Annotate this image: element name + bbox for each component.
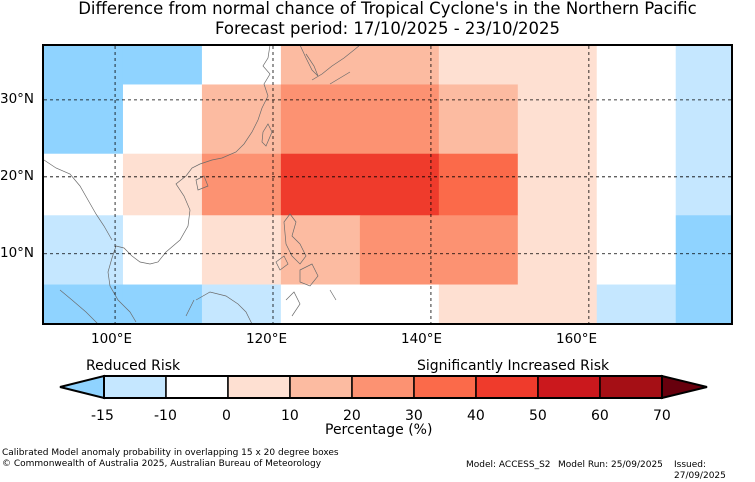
risk-cell (517, 215, 598, 286)
risk-cell (596, 46, 677, 85)
colorbar-frame (103, 375, 663, 399)
risk-cell (675, 84, 732, 155)
risk-cell (122, 153, 203, 216)
coastlines (43, 44, 361, 325)
cb-tick-30: 30 (405, 408, 423, 424)
risk-cell (596, 284, 677, 324)
colorbar-axis-label: Percentage (%) (325, 422, 433, 438)
footer-issued: Issued: 27/09/2025 (674, 460, 726, 481)
lat-tick-10: 10°N (0, 245, 35, 261)
risk-cell (675, 284, 732, 324)
risk-cell (44, 284, 124, 324)
colorbar-segment (351, 375, 415, 399)
footer-description: Calibrated Model anomaly probability in … (2, 448, 339, 458)
risk-cell (122, 46, 203, 85)
colorbar-over-arrow (661, 374, 708, 400)
map-frame (42, 44, 733, 325)
risk-cell (359, 215, 519, 286)
colorbar-segment (103, 375, 167, 399)
risk-cell (44, 84, 124, 155)
risk-cell (675, 153, 732, 216)
footer-copyright: © Commonwealth of Australia 2025, Austra… (2, 459, 322, 469)
cb-tick-neg10: -10 (154, 408, 177, 424)
risk-cell (201, 84, 282, 155)
lat-tick-20: 20°N (0, 168, 35, 184)
risk-cell (675, 215, 732, 286)
lon-tick-120: 120°E (246, 331, 288, 347)
risk-cell (280, 84, 440, 155)
colorbar-under-arrow (59, 374, 105, 400)
cb-tick-10: 10 (281, 408, 299, 424)
risk-cell (280, 46, 440, 85)
risk-cell (675, 46, 732, 85)
risk-cell (280, 284, 440, 324)
lon-tick-140: 140°E (401, 331, 443, 347)
risk-cell (122, 215, 203, 286)
risk-cell (201, 46, 282, 85)
colorbar-segment (599, 375, 663, 399)
cb-tick-50: 50 (529, 408, 547, 424)
footer-model-run: Model Run: 25/09/2025 (558, 460, 663, 470)
risk-cell (596, 215, 677, 286)
colorbar-segment (475, 375, 539, 399)
cb-tick-20: 20 (343, 408, 361, 424)
increased-risk-label: Significantly Increased Risk (417, 358, 610, 374)
forecast-period: Forecast period: 17/10/2025 - 23/10/2025 (214, 19, 561, 38)
risk-cell (44, 153, 124, 216)
risk-cell (438, 46, 598, 85)
colorbar-segment (289, 375, 353, 399)
footer-model: Model: ACCESS_S2 (466, 460, 551, 470)
risk-cell (280, 153, 440, 216)
map-title: Difference from normal chance of Tropica… (78, 0, 697, 18)
risk-cell (201, 284, 282, 324)
cb-tick-neg15: -15 (91, 408, 114, 424)
risk-cell (44, 46, 124, 85)
risk-grid (44, 46, 732, 324)
colorbar-segment (537, 375, 601, 399)
cb-tick-60: 60 (591, 408, 609, 424)
risk-cell (517, 153, 598, 216)
risk-cell (201, 153, 282, 216)
risk-cell (596, 84, 677, 155)
colorbar-segment (413, 375, 477, 399)
colorbar (59, 374, 708, 400)
lon-tick-160: 160°E (556, 331, 598, 347)
map-figure (42, 44, 733, 400)
colorbar-segment (227, 375, 291, 399)
risk-cell (122, 284, 203, 324)
risk-cell (596, 153, 677, 216)
risk-cell (122, 84, 203, 155)
colorbar-segment (165, 375, 229, 399)
risk-cell (280, 215, 361, 286)
risk-cell (438, 84, 519, 155)
risk-cell (44, 215, 124, 286)
cb-tick-70: 70 (653, 408, 671, 424)
cb-tick-40: 40 (467, 408, 485, 424)
lat-tick-30: 30°N (0, 91, 35, 107)
lon-tick-100: 100°E (91, 331, 133, 347)
risk-cell (438, 284, 598, 324)
graticule (44, 46, 731, 323)
risk-cell (517, 84, 598, 155)
cb-tick-0: 0 (222, 408, 231, 424)
reduced-risk-label: Reduced Risk (86, 358, 181, 374)
risk-cell (201, 215, 282, 286)
risk-cell (438, 153, 519, 216)
